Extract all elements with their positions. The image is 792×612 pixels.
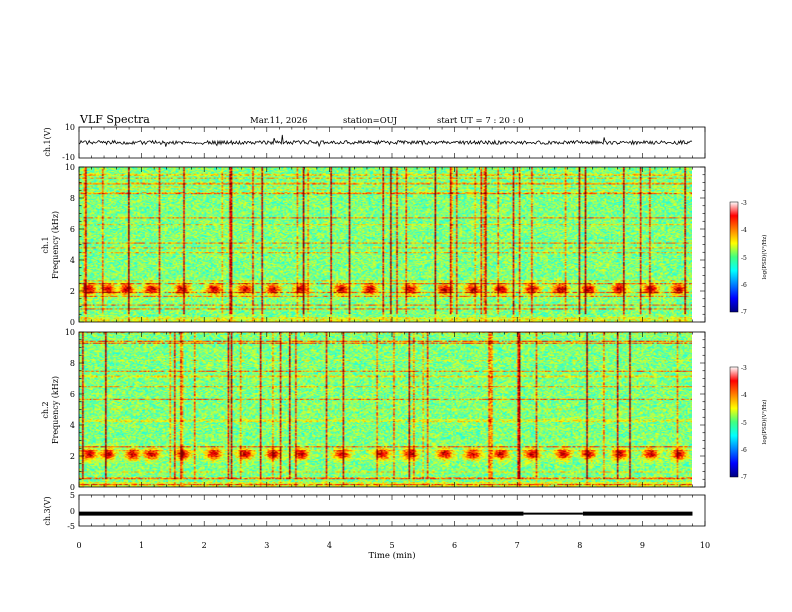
ch1-colorbar-label: log(PSD)(V²/Hz) [761,235,768,280]
ch1-cbar-tick-4: -4 [741,227,747,234]
ch2-cbar-tick-6: -6 [741,447,747,454]
time-tick-label: 0 [76,541,81,550]
ch3-ytick-5: 5 [70,491,75,500]
ch2-ytick-2: 2 [70,452,75,461]
ch2-ytick-4: 4 [70,421,75,430]
time-axis-label: Time (min) [368,550,415,561]
ch1-spectrogram-ylabel-channel: ch.1 [41,236,50,253]
time-tick-label: 7 [515,541,520,550]
ch2-spectrogram-ylabel-freq: Frequency (kHz) [51,376,60,444]
ch1-waveform-trace [78,134,693,148]
axis-tick-marks [78,127,706,526]
station-label: station=OUJ [343,116,398,126]
ch1-cbar-tick-3: -3 [741,200,747,207]
ch1-waveform-panel: 10 -10 ch.1(V) [43,123,706,162]
ch2-ytick-0: 0 [70,483,75,492]
ch1-colorbar [729,201,739,313]
ch2-cbar-tick-3: -3 [741,365,747,372]
ch2-ytick-6: 6 [70,390,75,399]
ch1-waveform-ylabel: ch.1(V) [43,127,52,156]
ch1-ytick-0: 0 [70,318,75,327]
ch2-spectrogram-ylabel-channel: ch.2 [41,401,50,418]
ch1-ytick-top: 10 [65,123,75,132]
start-ut-label: start UT = 7 : 20 : 0 [437,116,524,126]
ch1-spectrogram-panel: 0 2 4 6 8 10 ch.1 Frequency (kHz) -3 -4 … [41,163,768,327]
ch1-spectrogram-yticks: 0 2 4 6 8 10 [65,163,75,327]
ch2-colorbar-label: log(PSD)(V²/Hz) [761,400,768,445]
ch2-cbar-tick-5: -5 [741,420,747,427]
ch2-ytick-8: 8 [70,359,75,368]
time-axis-tick-labels: 0 1 2 3 4 5 6 7 8 9 10 [76,541,710,550]
ch3-ytick-0: 0 [70,507,75,516]
ch2-spectrogram-image [79,332,692,487]
time-tick-label: 8 [577,541,582,550]
date-label: Mar.11, 2026 [250,116,307,126]
time-tick-label: 10 [700,541,710,550]
time-tick-label: 9 [640,541,645,550]
time-tick-label: 2 [202,541,207,550]
ch1-ytick-2: 2 [70,287,75,296]
time-tick-label: 3 [264,541,269,550]
ch3-waveform-panel: 5 0 -5 ch.3(V) 0 1 2 3 4 5 6 7 8 9 10 Time (min) [43,491,710,561]
ch1-cbar-tick-6: -6 [741,282,747,289]
ch2-cbar-tick-4: -4 [741,392,747,399]
ch1-spectrogram-image [79,167,692,322]
ch1-ytick-4: 4 [70,256,75,265]
time-tick-label: 6 [452,541,457,550]
ch1-ytick-8: 8 [70,194,75,203]
ch1-ytick-bottom: -10 [62,153,75,162]
ch2-ytick-10: 10 [65,328,75,337]
ch1-cbar-tick-5: -5 [741,255,747,262]
ch3-waveform-ylabel: ch.3(V) [43,496,52,525]
time-tick-label: 5 [389,541,394,550]
figure-title: VLF Spectra [79,113,150,126]
ch2-cbar-tick-7: -7 [741,474,747,481]
time-tick-label: 4 [327,541,332,550]
ch1-cbar-tick-7: -7 [741,309,747,316]
ch2-spectrogram-panel: 0 2 4 6 8 10 ch.2 Frequency (kHz) -3 -4 … [41,328,768,492]
ch1-ytick-6: 6 [70,225,75,234]
ch3-ytick-neg5: -5 [67,522,75,531]
ch2-colorbar [729,366,739,478]
ch1-ytick-10: 10 [65,163,75,172]
time-tick-label: 1 [139,541,144,550]
ch1-spectrogram-ylabel-freq: Frequency (kHz) [51,211,60,279]
